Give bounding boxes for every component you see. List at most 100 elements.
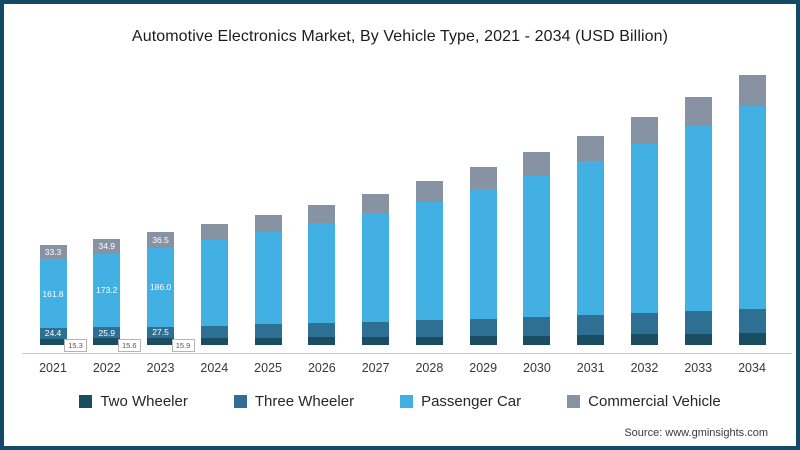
x-axis-label-2030: 2030 [523,361,551,375]
segment-two-wheeler-2022 [93,338,121,345]
segment-commercial-vehicle-2022 [93,238,121,254]
segment-three-wheeler-2032 [630,313,658,335]
segment-commercial-vehicle-2028 [415,181,443,202]
segment-two-wheeler-2032 [630,334,658,345]
bar-2028 [415,181,443,345]
segment-passenger-car-2033 [684,125,712,312]
segment-three-wheeler-2024 [200,325,228,338]
segment-commercial-vehicle-2026 [308,204,336,224]
segment-three-wheeler-2023 [147,326,175,339]
segment-three-wheeler-2034 [738,309,766,334]
chart-title: Automotive Electronics Market, By Vehicl… [131,28,669,45]
x-axis-label-2025: 2025 [254,361,282,375]
segment-three-wheeler-2027 [362,321,390,337]
segment-three-wheeler-2021 [39,328,67,339]
legend-item-passenger-car: Passenger Car [400,393,521,410]
legend-label: Passenger Car [421,393,522,410]
x-axis-label-2023: 2023 [146,361,175,375]
callout-label-2023: 15.9 [171,339,195,352]
x-axis-line [22,353,792,354]
segment-commercial-vehicle-2034 [738,75,766,106]
bar-2024 [200,223,228,345]
bar-2030 [523,152,551,345]
bar-2031 [577,135,605,345]
segment-passenger-car-2029 [469,189,497,319]
legend: Two Wheeler Three Wheeler Passenger Car Com… [4,393,796,410]
segment-commercial-vehicle-2032 [630,117,658,145]
segment-commercial-vehicle-2031 [577,135,605,161]
segment-passenger-car-2030 [523,175,551,318]
segment-three-wheeler-2029 [469,318,497,337]
legend-swatch-two-wheeler [79,395,93,408]
segment-commercial-vehicle-2023 [147,232,175,248]
segment-two-wheeler-2023 [147,338,175,345]
legend-swatch-commercial-vehicle [567,395,581,408]
segment-commercial-vehicle-2030 [523,152,551,176]
callout-label-2021: 15.3 [64,339,87,352]
plot-area: 15.3 24.4 161.8 33.3 2021 15.6 25.9 173.2 34.9 20… [4,4,796,446]
source-attribution: Source: www.gminsights.com [624,427,768,439]
segment-passenger-car-2028 [415,201,443,321]
segment-passenger-car-2024 [200,240,228,326]
segment-two-wheeler-2026 [308,337,336,345]
legend-swatch-passenger-car [400,395,414,408]
legend-item-commercial-vehicle: Commercial Vehicle [567,393,721,410]
segment-passenger-car-2023 [147,247,175,327]
segment-two-wheeler-2028 [415,336,443,345]
segment-passenger-car-2022 [93,253,121,328]
segment-commercial-vehicle-2021 [39,245,67,260]
bar-2026 [308,204,336,345]
bar-2029 [469,167,497,345]
legend-item-two-wheeler: Two Wheeler [79,393,188,410]
legend-label: Commercial Vehicle [588,393,721,410]
segment-two-wheeler-2034 [738,333,766,345]
legend-item-three-wheeler: Three Wheeler [233,393,355,410]
x-axis-label-2021: 2021 [39,361,67,375]
bar-2022: 25.9 173.2 34.9 [93,238,121,345]
bar-2021: 24.4 161.8 33.3 [39,245,67,345]
bar-2033 [684,97,712,345]
segment-passenger-car-2034 [738,105,766,310]
bar-2034 [738,75,766,345]
segment-commercial-vehicle-2024 [200,223,228,241]
legend-label: Two Wheeler [100,393,188,410]
x-axis-label-2027: 2027 [361,361,390,375]
segment-two-wheeler-2024 [200,338,228,345]
x-axis-label-2034: 2034 [738,361,766,375]
segment-two-wheeler-2021 [39,338,67,345]
segment-three-wheeler-2026 [308,323,336,338]
bar-2023: 27.5 186.0 36.5 [147,232,175,345]
segment-three-wheeler-2028 [415,320,443,337]
segment-passenger-car-2026 [308,223,336,324]
legend-swatch-three-wheeler [233,395,247,408]
callout-label-2022: 15.6 [117,339,141,352]
segment-two-wheeler-2025 [254,337,282,345]
segment-commercial-vehicle-2025 [254,214,282,233]
segment-commercial-vehicle-2029 [469,167,497,190]
x-axis-label-2031: 2031 [576,361,605,375]
segment-passenger-car-2025 [254,232,282,325]
x-axis-label-2026: 2026 [307,361,336,375]
bar-2027 [362,193,390,345]
segment-two-wheeler-2030 [523,335,551,345]
x-axis-label-2028: 2028 [415,361,444,375]
x-axis-label-2033: 2033 [684,361,713,375]
segment-two-wheeler-2031 [577,335,605,345]
segment-passenger-car-2032 [630,144,658,314]
segment-three-wheeler-2025 [254,324,282,338]
segment-two-wheeler-2029 [469,336,497,345]
bar-2032 [630,117,658,345]
segment-passenger-car-2027 [362,213,390,322]
x-axis-label-2024: 2024 [200,361,229,375]
segment-two-wheeler-2033 [684,333,712,345]
x-axis-label-2032: 2032 [630,361,659,375]
segment-passenger-car-2021 [39,259,67,329]
segment-three-wheeler-2033 [684,311,712,334]
legend-label: Three Wheeler [254,393,355,410]
segment-three-wheeler-2031 [577,315,605,336]
bar-2025 [254,214,282,345]
segment-commercial-vehicle-2033 [684,97,712,126]
segment-commercial-vehicle-2027 [362,193,390,214]
segment-three-wheeler-2022 [93,327,121,339]
